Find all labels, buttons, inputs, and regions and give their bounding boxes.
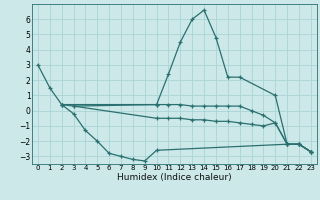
X-axis label: Humidex (Indice chaleur): Humidex (Indice chaleur) — [117, 173, 232, 182]
